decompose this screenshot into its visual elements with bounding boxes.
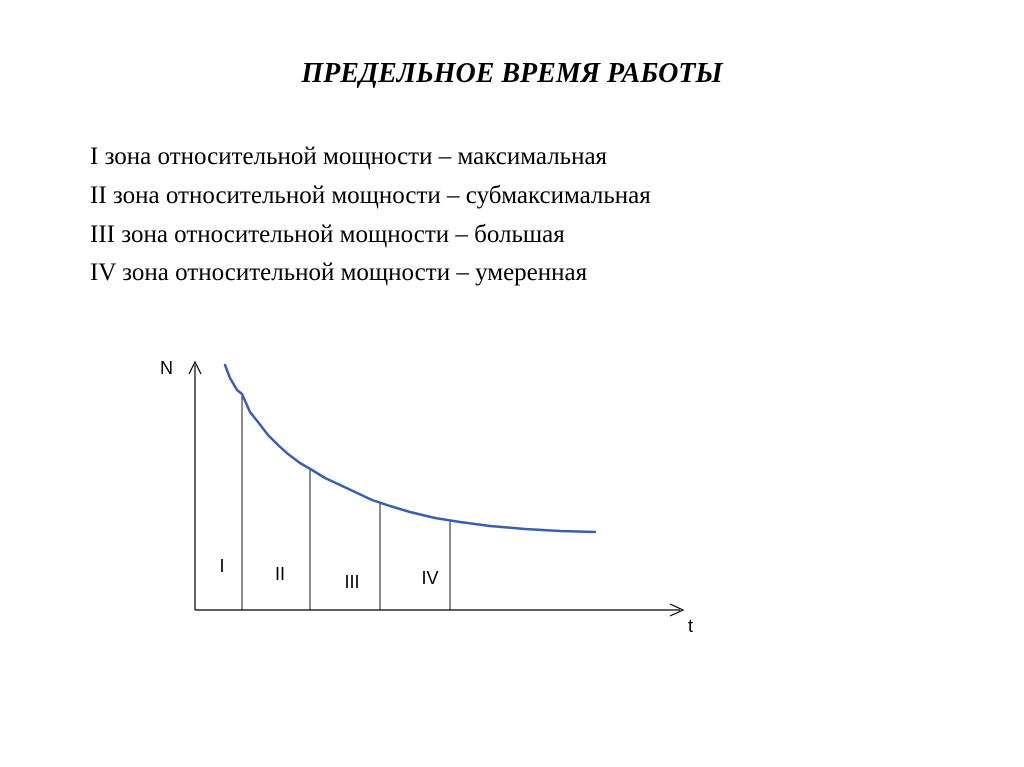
y-axis-label: N <box>160 358 173 378</box>
list-item: I зона относительной мощности – максимал… <box>90 138 934 177</box>
zone-label: I <box>219 556 224 576</box>
zone-labels: IIIIIIIV <box>219 556 438 592</box>
chart-svg: IIIIIIIV N t <box>140 350 730 640</box>
zone-list: I зона относительной мощности – максимал… <box>0 138 1024 293</box>
page-title: ПРЕДЕЛЬНОЕ ВРЕМЯ РАБОТЫ <box>0 0 1024 138</box>
zone-label: II <box>275 564 285 584</box>
list-item: II зона относительной мощности – субмакс… <box>90 177 934 216</box>
x-axis-label: t <box>688 616 693 636</box>
list-item: IV зона относительной мощности – умеренн… <box>90 254 934 293</box>
power-time-chart: IIIIIIIV N t <box>140 350 730 640</box>
power-curve <box>225 365 595 532</box>
zone-label: III <box>344 572 359 592</box>
list-item: III зона относительной мощности – больша… <box>90 216 934 255</box>
zone-label: IV <box>421 568 438 588</box>
